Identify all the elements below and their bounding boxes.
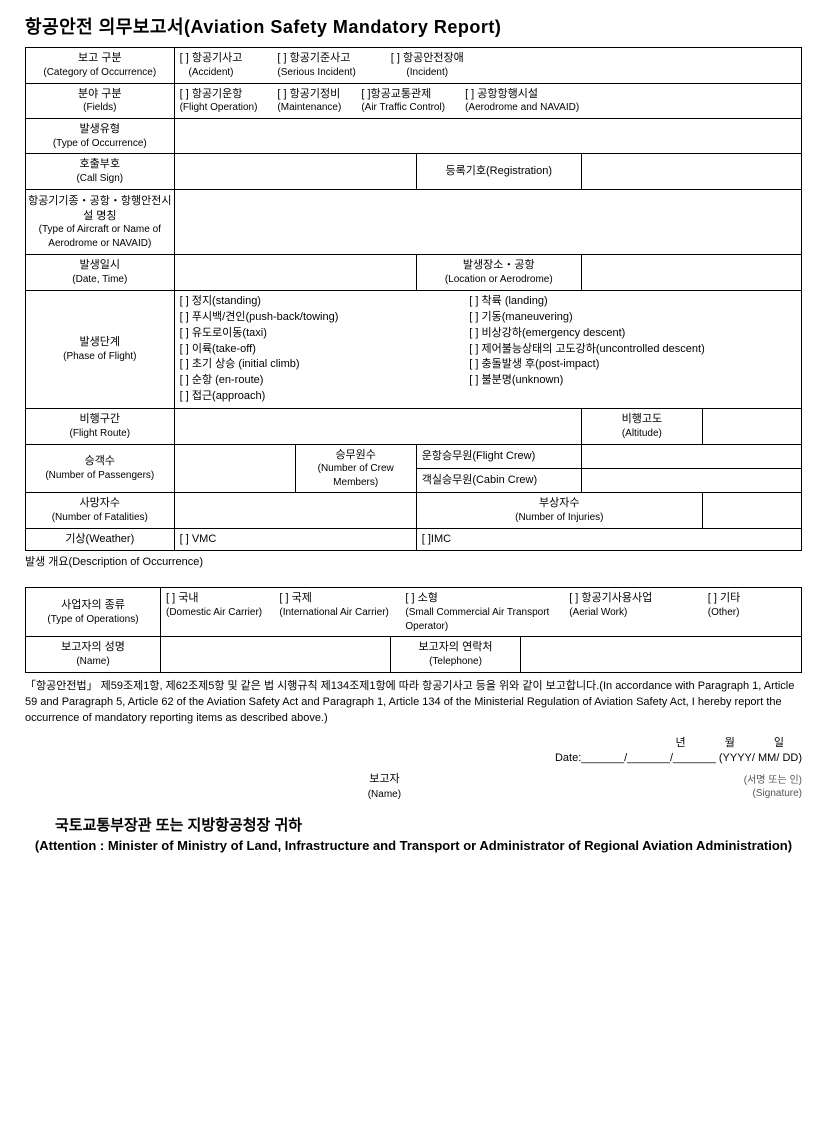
input-type-occurrence[interactable] (174, 118, 801, 153)
input-registration[interactable] (581, 154, 801, 189)
label-crew: 승무원수 (Number of Crew Members) (295, 444, 416, 493)
input-fatalities[interactable] (174, 493, 416, 528)
label-telephone: 보고자의 연락처 (Telephone) (391, 637, 521, 672)
label-registration: 등록기호(Registration) (416, 154, 581, 189)
label-phase: 발생단계 (Phase of Flight) (26, 290, 175, 409)
attention-en: (Attention : Minister of Ministry of Lan… (25, 838, 802, 855)
cell-phase-opts: [ ] 정지(standing) [ ] 푸시백/견인(push-back/to… (174, 290, 801, 409)
label-category: 보고 구분 (Category of Occurrence) (26, 48, 175, 83)
cell-operations-opts: [ ] 국내(Domestic Air Carrier) [ ] 국제(Inte… (161, 588, 802, 637)
cell-fields-opts: [ ] 항공기운항(Flight Operation) [ ] 항공기정비(Ma… (174, 83, 801, 118)
label-weather: 기상(Weather) (26, 528, 175, 550)
page-title: 항공안전 의무보고서(Aviation Safety Mandatory Rep… (25, 15, 802, 39)
label-injuries: 부상자수 (Number of Injuries) (416, 493, 702, 528)
label-fatalities: 사망자수 (Number of Fatalities) (26, 493, 175, 528)
date-block: 년 월 일 Date:_______/_______/_______ (YYYY… (25, 736, 802, 766)
label-description: 발생 개요(Description of Occurrence) (25, 555, 802, 570)
reporter-label: 보고자 (Name) (25, 772, 744, 802)
input-altitude[interactable] (702, 409, 801, 444)
weather-imc: [ ]IMC (416, 528, 801, 550)
label-type-occurrence: 발생유형 (Type of Occurrence) (26, 118, 175, 153)
input-flightcrew[interactable] (581, 444, 801, 468)
input-reporter-name[interactable] (161, 637, 391, 672)
input-route[interactable] (174, 409, 581, 444)
input-injuries[interactable] (702, 493, 801, 528)
input-location[interactable] (581, 255, 801, 290)
label-callsign: 호출부호 (Call Sign) (26, 154, 175, 189)
weather-vmc: [ ] VMC (174, 528, 416, 550)
label-location: 발생장소・공항 (Location or Aerodrome) (416, 255, 581, 290)
input-cabincrew[interactable] (581, 469, 801, 493)
input-pax[interactable] (174, 444, 295, 493)
label-altitude: 비행고도 (Altitude) (581, 409, 702, 444)
input-callsign[interactable] (174, 154, 416, 189)
label-pax: 승객수 (Number of Passengers) (26, 444, 175, 493)
cell-category-opts: [ ] 항공기사고(Accident) [ ] 항공기준사고(Serious I… (174, 48, 801, 83)
input-aircraft[interactable] (174, 189, 801, 255)
label-route: 비행구간 (Flight Route) (26, 409, 175, 444)
label-cabincrew: 객실승무원(Cabin Crew) (416, 469, 581, 493)
secondary-form-table: 사업자의 종류 (Type of Operations) [ ] 국내(Dome… (25, 587, 802, 672)
label-fields: 분야 구분 (Fields) (26, 83, 175, 118)
label-flightcrew: 운항승무원(Flight Crew) (416, 444, 581, 468)
label-datetime: 발생일시 (Date, Time) (26, 255, 175, 290)
label-aircraft: 항공기기종・공항・항행안전시설 명칭 (Type of Aircraft or … (26, 189, 175, 255)
label-reporter-name: 보고자의 성명 (Name) (26, 637, 161, 672)
legal-text: 「항공안전법」 제59조제1항, 제62조제5항 및 같은 법 시행규칙 제13… (25, 679, 802, 727)
input-datetime[interactable] (174, 255, 416, 290)
signature-label: (서명 또는 인) (Signature) (744, 774, 802, 801)
input-telephone[interactable] (521, 637, 802, 672)
attention-ko: 국토교통부장관 또는 지방항공청장 귀하 (25, 816, 802, 836)
label-operations: 사업자의 종류 (Type of Operations) (26, 588, 161, 637)
main-form-table: 보고 구분 (Category of Occurrence) [ ] 항공기사고… (25, 47, 802, 550)
